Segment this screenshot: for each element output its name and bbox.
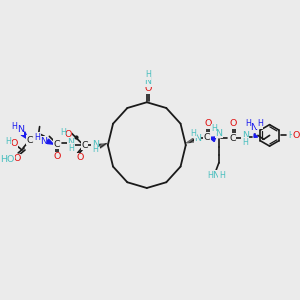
Text: N: N <box>40 137 47 146</box>
Text: H: H <box>219 171 225 180</box>
Text: N: N <box>215 129 222 138</box>
Text: H: H <box>242 138 248 147</box>
Polygon shape <box>46 139 53 144</box>
Text: H: H <box>211 124 217 133</box>
Text: H: H <box>245 119 251 128</box>
Text: N: N <box>144 77 151 86</box>
Text: O: O <box>77 153 84 162</box>
Text: O: O <box>64 130 72 139</box>
Text: N: N <box>250 123 257 132</box>
Text: H: H <box>68 144 74 153</box>
Text: H: H <box>207 171 213 180</box>
Text: H: H <box>145 70 151 80</box>
Text: C: C <box>27 136 33 145</box>
Text: H: H <box>257 119 263 128</box>
Text: C: C <box>204 133 211 142</box>
Text: N: N <box>16 125 24 134</box>
Polygon shape <box>209 137 216 142</box>
Text: N: N <box>67 138 74 147</box>
Text: HO: HO <box>0 155 15 164</box>
Text: C: C <box>54 140 61 149</box>
Text: O: O <box>11 139 18 148</box>
Text: H: H <box>5 137 11 146</box>
Text: O: O <box>144 84 152 93</box>
Text: N: N <box>92 140 99 149</box>
Text: H: H <box>60 128 66 137</box>
Text: N: N <box>242 131 249 140</box>
Polygon shape <box>21 132 28 139</box>
Text: O: O <box>205 119 212 128</box>
Text: N: N <box>212 171 220 180</box>
Text: C: C <box>81 141 88 150</box>
Text: H: H <box>92 146 98 154</box>
Text: H: H <box>35 133 41 142</box>
Text: H: H <box>11 122 17 131</box>
Text: O: O <box>14 154 21 163</box>
Text: H: H <box>190 129 196 138</box>
Text: N: N <box>194 134 201 143</box>
Polygon shape <box>254 134 258 137</box>
Text: O: O <box>230 119 237 128</box>
Text: C: C <box>229 134 236 143</box>
Text: O: O <box>293 131 300 140</box>
Text: O: O <box>53 152 61 161</box>
Text: H: H <box>288 131 294 140</box>
